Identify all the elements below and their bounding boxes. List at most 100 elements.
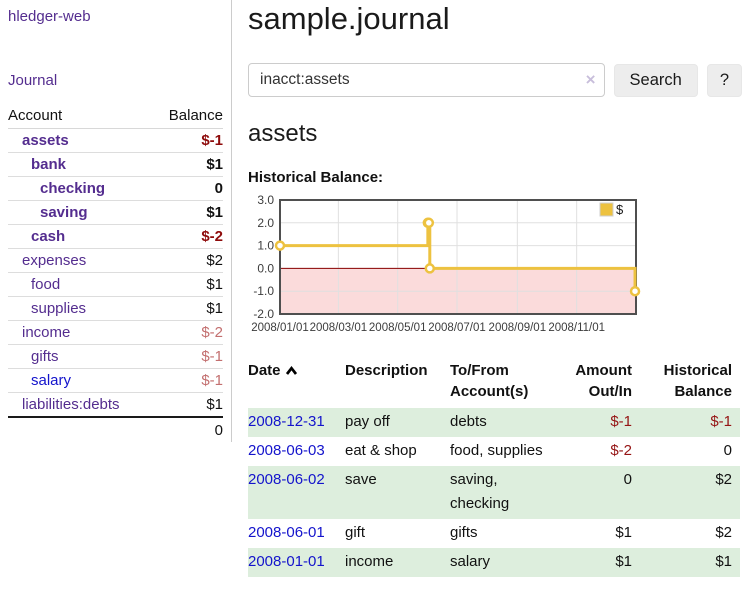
transaction-description: gift (345, 524, 366, 541)
accounts-total-spacer (8, 416, 153, 442)
transaction-date-link[interactable]: 2008-12-31 (248, 413, 325, 430)
accounts-header-account: Account (8, 104, 153, 129)
account-row: food $1 (8, 272, 223, 297)
x-axis-tick: 2008/11/01 (548, 322, 605, 334)
account-balance: $1 (152, 152, 223, 177)
transaction-row: 2008-12-31 pay off debts $-1 $-1 (248, 408, 740, 437)
account-row: bank $1 (8, 152, 223, 177)
column-header-accounts: To/From Account(s) (450, 362, 529, 400)
y-axis-tick: 3.0 (257, 194, 274, 207)
sidebar-account-link[interactable]: income (22, 324, 71, 341)
sidebar-account-link[interactable]: cash (31, 228, 66, 245)
transaction-row: 2008-01-01 income salary $1 $1 (248, 547, 740, 577)
account-row: cash $-2 (8, 224, 223, 249)
y-axis-tick: 2.0 (257, 216, 274, 230)
transaction-description: pay off (345, 413, 390, 430)
transaction-amount: $1 (615, 552, 632, 570)
account-row: liabilities:debts $1 (8, 392, 223, 418)
transaction-date-link[interactable]: 2008-06-03 (248, 441, 325, 459)
transaction-accounts: food, supplies (450, 441, 543, 459)
transaction-amount: $-1 (610, 413, 632, 430)
sidebar: hledger-web Journal Account Balance asse… (0, 0, 232, 442)
transaction-date-link[interactable]: 2008-06-01 (248, 524, 325, 541)
accounts-header-balance: Balance (152, 104, 223, 129)
account-balance: $1 (152, 200, 223, 225)
y-axis-tick: 0.0 (257, 261, 274, 275)
account-row: supplies $1 (8, 296, 223, 321)
sidebar-account-link[interactable]: checking (40, 180, 106, 197)
sidebar-account-link[interactable]: bank (31, 156, 67, 173)
account-row: salary $-1 (8, 368, 223, 393)
search-box: × (248, 63, 605, 97)
transaction-accounts: gifts (450, 524, 478, 541)
account-row: income $-2 (8, 320, 223, 345)
transaction-description: eat & shop (345, 441, 417, 459)
sidebar-account-link[interactable]: salary (31, 372, 72, 389)
account-row: gifts $-1 (8, 344, 223, 369)
transaction-description: save (345, 470, 377, 488)
transaction-amount: $1 (615, 524, 632, 541)
column-header-date[interactable]: Date (248, 358, 345, 408)
account-balance: $1 (152, 392, 223, 418)
y-axis-tick: 1.0 (257, 239, 274, 253)
account-balance: $-1 (152, 368, 223, 393)
account-title: assets (248, 120, 318, 147)
main-content: sample.journal × Search ? assets Histori… (232, 0, 742, 593)
search-input[interactable] (248, 63, 605, 97)
transaction-balance: $1 (715, 552, 732, 570)
column-header-description: Description (345, 362, 428, 379)
account-balance: $-2 (152, 224, 223, 249)
search-button[interactable]: Search (613, 63, 698, 97)
help-button[interactable]: ? (706, 63, 742, 97)
brand-link[interactable]: hledger-web (8, 8, 91, 25)
account-row: expenses $2 (8, 248, 223, 273)
sidebar-account-link[interactable]: supplies (31, 300, 87, 317)
account-balance: 0 (152, 176, 223, 201)
transaction-balance: $-1 (710, 413, 732, 430)
sort-ascending-icon (285, 365, 297, 375)
sidebar-account-link[interactable]: expenses (22, 252, 87, 269)
accounts-total-value: 0 (152, 416, 223, 442)
transaction-accounts: saving, checking (450, 470, 510, 513)
transaction-balance: $2 (715, 470, 732, 488)
account-balance: $-1 (152, 344, 223, 369)
sidebar-account-link[interactable]: saving (40, 204, 88, 221)
transaction-date-link[interactable]: 2008-01-01 (248, 552, 325, 570)
sidebar-account-link[interactable]: assets (22, 132, 69, 149)
accounts-table-header: Account Balance (8, 104, 223, 129)
account-balance: $1 (152, 272, 223, 297)
column-header-amount: Amount Out/In (575, 362, 632, 400)
x-axis-tick: 2008/07/01 (428, 322, 486, 334)
x-axis-tick: 2008/01/01 (251, 322, 309, 334)
transactions-table: Date Description To/From Account(s) Amou… (248, 358, 740, 577)
account-row: checking 0 (8, 176, 223, 201)
account-row: assets $-1 (8, 128, 223, 153)
x-axis-tick: 2008/05/01 (369, 322, 427, 334)
x-axis-tick: 2008/03/01 (310, 322, 368, 334)
transaction-amount: $-2 (610, 441, 632, 459)
sidebar-item-journal[interactable]: Journal (8, 72, 58, 89)
transactions-header-row: Date Description To/From Account(s) Amou… (248, 358, 740, 408)
sidebar-account-link[interactable]: gifts (31, 348, 59, 365)
transaction-row: 2008-06-01 gift gifts $1 $2 (248, 519, 740, 548)
clear-search-icon[interactable]: × (585, 70, 596, 89)
transaction-date-link[interactable]: 2008-06-02 (248, 470, 325, 488)
transaction-row: 2008-06-02 save saving, checking 0 $2 (248, 465, 740, 519)
chart-heading: Historical Balance: (248, 169, 384, 186)
transaction-accounts: debts (450, 413, 487, 430)
column-header-date-label: Date (248, 362, 281, 379)
search-form: × Search ? (248, 63, 742, 97)
transaction-balance: $2 (715, 524, 732, 541)
sidebar-account-link[interactable]: food (31, 276, 61, 293)
column-header-balance: Historical Balance (663, 362, 732, 400)
sidebar-account-link[interactable]: liabilities:debts (22, 396, 120, 413)
transaction-row: 2008-06-03 eat & shop food, supplies $-2 0 (248, 437, 740, 466)
transaction-balance: 0 (723, 441, 732, 459)
transaction-amount: 0 (623, 470, 632, 488)
account-balance: $2 (152, 248, 223, 273)
transaction-description: income (345, 552, 394, 570)
accounts-table: Account Balance assets $-1 bank $1 checking 0… (8, 104, 223, 442)
account-balance: $-1 (152, 128, 223, 153)
